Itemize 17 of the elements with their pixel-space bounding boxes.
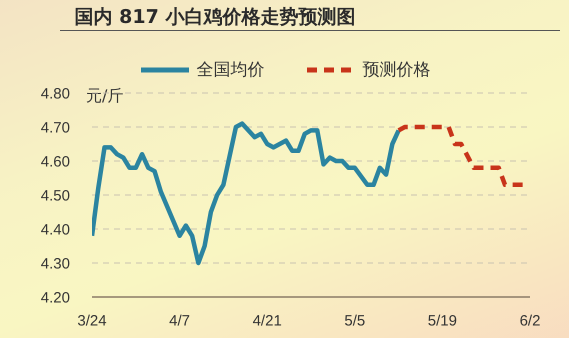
- y-tick-label: 4.70: [40, 119, 70, 136]
- x-tick-label: 4/21: [252, 312, 282, 330]
- y-tick-label: 4.80: [40, 85, 70, 102]
- y-tick-label: 4.50: [40, 187, 70, 204]
- legend-label: 全国均价: [196, 59, 264, 81]
- y-tick-label: 4.60: [40, 153, 70, 170]
- x-tick-label: 4/7: [169, 312, 190, 330]
- chart-title: 国内 817 小白鸡价格走势预测图: [74, 5, 356, 30]
- legend-label: 预测价格: [362, 59, 430, 81]
- y-tick-label: 4.30: [40, 255, 70, 272]
- x-tick-label: 6/2: [520, 312, 540, 330]
- y-tick-label: 4.20: [40, 289, 70, 306]
- line-series: [92, 121, 401, 266]
- x-tick-label: 5/5: [344, 312, 366, 330]
- y-tick-label: 4.40: [40, 221, 70, 238]
- x-tick-label: 3/24: [77, 312, 107, 330]
- x-tick-label: 5/19: [428, 312, 457, 330]
